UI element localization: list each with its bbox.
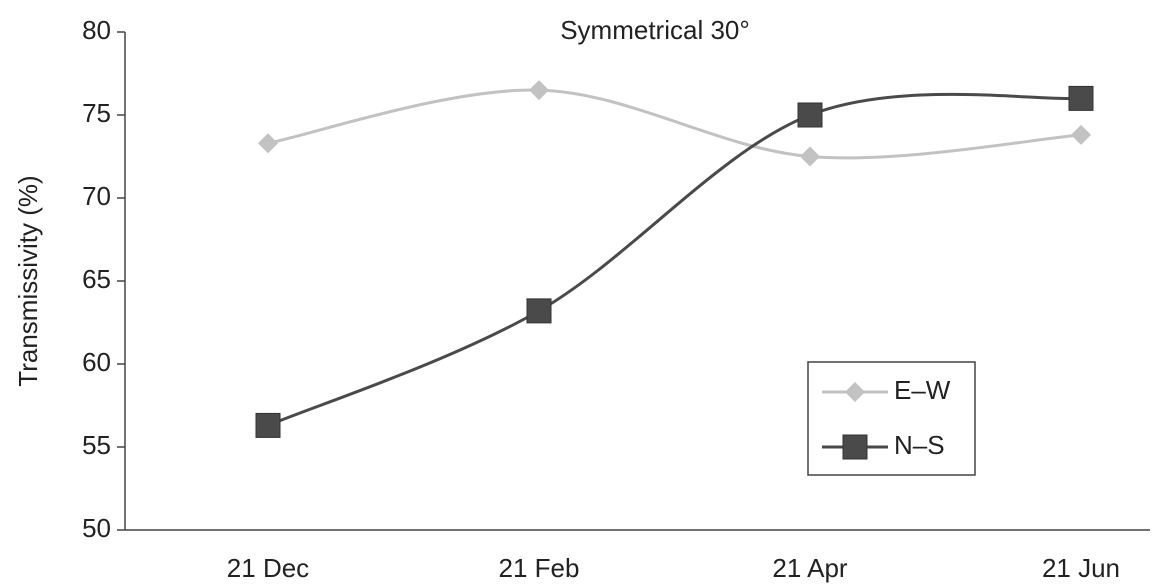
legend-marker (842, 434, 868, 460)
y-tick-label: 75 (82, 98, 111, 128)
x-tick-label: 21 Feb (499, 553, 580, 583)
point (255, 412, 281, 438)
chart-title: Symmetrical 30° (560, 15, 750, 45)
y-axis-label: Transmissivity (%) (13, 175, 43, 386)
y-tick-label: 80 (82, 15, 111, 45)
legend-label: N–S (894, 430, 945, 460)
legend-label: E–W (894, 375, 951, 405)
point (529, 80, 549, 101)
series-line (267, 88, 1082, 160)
x-tick-label: 21 Apr (772, 553, 848, 583)
y-tick-label: 70 (82, 181, 111, 211)
y-tick-label: 50 (82, 513, 111, 543)
legend-marker (845, 382, 865, 402)
x-tick-label: 21 Dec (227, 553, 309, 583)
point (1068, 85, 1094, 111)
y-tick-label: 65 (82, 264, 111, 294)
point (526, 298, 552, 324)
series-line (267, 92, 1082, 427)
x-tick-label: 21 Jun (1042, 553, 1120, 583)
point (800, 146, 820, 167)
point (258, 133, 278, 154)
point (1071, 124, 1091, 145)
y-tick-label: 60 (82, 347, 111, 377)
legend-box (807, 361, 976, 476)
point (797, 102, 823, 128)
y-tick-label: 55 (82, 430, 111, 460)
